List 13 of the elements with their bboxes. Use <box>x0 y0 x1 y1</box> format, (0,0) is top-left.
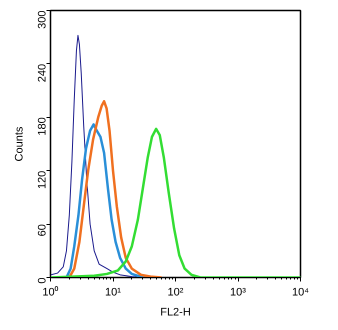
x-axis-title: FL2-H <box>160 306 191 318</box>
x-tick-label: 10¹ <box>105 286 122 298</box>
y-tick-label: 300 <box>36 10 48 29</box>
x-tick-label: 10² <box>168 286 184 298</box>
y-tick-label: 60 <box>36 224 48 236</box>
y-tick-label: 0 <box>36 277 48 284</box>
y-tick-label: 240 <box>36 64 48 82</box>
x-tick-label: 10⁴ <box>292 286 310 298</box>
x-tick-label: 10³ <box>230 286 246 298</box>
y-tick-label: 180 <box>36 117 48 136</box>
y-tick-label: 120 <box>36 170 48 190</box>
x-tick-label: 10⁰ <box>42 286 59 298</box>
y-axis-title: Counts <box>14 126 26 162</box>
